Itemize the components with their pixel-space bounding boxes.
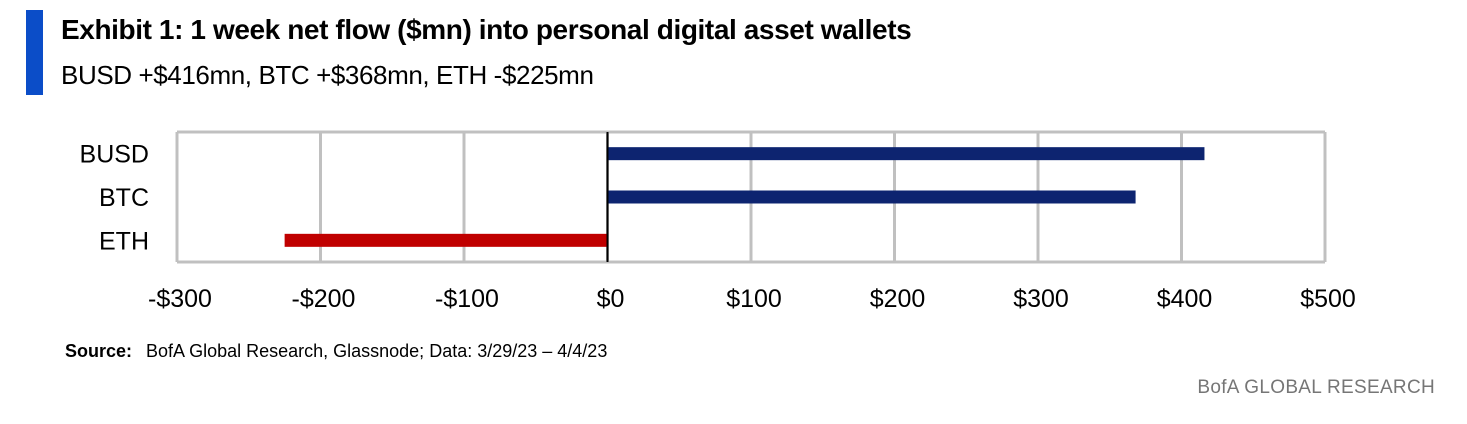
x-tick-label: $100: [726, 285, 782, 313]
x-tick-label: -$300: [148, 285, 212, 313]
source-label: Source:: [65, 341, 133, 361]
source-text: BofA Global Research, Glassnode; Data: 3…: [146, 341, 608, 361]
x-tick-label: -$200: [292, 285, 356, 313]
chart-subtitle: BUSD +$416mn, BTC +$368mn, ETH -$225mn: [61, 60, 594, 90]
brand-footer: BofA GLOBAL RESEARCH: [1197, 377, 1435, 398]
category-label-eth: ETH: [99, 227, 149, 255]
category-label-busd: BUSD: [80, 141, 149, 169]
category-label-btc: BTC: [99, 184, 149, 212]
source-note: Source: BofA Global Research, Glassnode; …: [65, 341, 607, 362]
bar-eth: [284, 233, 608, 247]
x-tick-label: $0: [597, 285, 625, 313]
x-tick-label: $500: [1300, 285, 1356, 313]
accent-bar: [26, 10, 43, 95]
chart-title: Exhibit 1: 1 week net flow ($mn) into pe…: [61, 14, 912, 45]
bar-busd: [607, 147, 1205, 161]
x-tick-label: $200: [870, 285, 926, 313]
x-tick-label: $300: [1013, 285, 1069, 313]
bar-btc: [607, 190, 1136, 204]
x-tick-label: -$100: [435, 285, 499, 313]
x-tick-label: $400: [1157, 285, 1213, 313]
